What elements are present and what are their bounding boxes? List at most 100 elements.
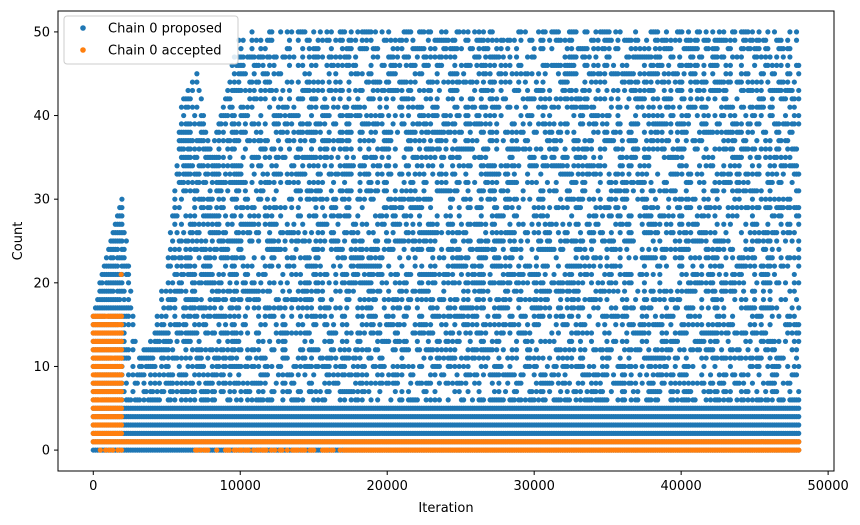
proposed-point xyxy=(229,305,235,311)
proposed-point xyxy=(161,305,167,311)
proposed-point xyxy=(375,54,381,60)
proposed-point xyxy=(489,87,495,94)
proposed-point xyxy=(491,62,498,68)
proposed-point xyxy=(297,388,304,395)
proposed-point xyxy=(200,363,207,370)
proposed-point xyxy=(535,221,542,227)
proposed-point xyxy=(207,204,213,211)
proposed-point xyxy=(507,62,513,68)
proposed-point xyxy=(551,154,557,160)
proposed-point xyxy=(187,121,193,127)
proposed-point xyxy=(300,163,306,169)
proposed-point xyxy=(205,221,211,227)
proposed-point xyxy=(189,380,196,386)
proposed-point xyxy=(262,221,268,227)
proposed-point xyxy=(527,263,533,269)
proposed-point xyxy=(308,296,315,303)
proposed-point xyxy=(544,263,551,269)
proposed-point xyxy=(518,255,524,261)
proposed-point xyxy=(544,363,551,370)
proposed-point xyxy=(491,112,498,119)
proposed-point xyxy=(516,204,522,211)
proposed-point xyxy=(434,305,440,311)
proposed-point xyxy=(216,296,222,303)
proposed-point xyxy=(341,363,348,370)
proposed-point xyxy=(227,138,233,144)
proposed-point xyxy=(271,280,277,286)
proposed-point xyxy=(392,71,398,77)
proposed-point xyxy=(542,29,548,35)
proposed-point xyxy=(159,363,165,370)
proposed-point xyxy=(500,246,506,252)
proposed-point xyxy=(185,179,191,186)
proposed-point xyxy=(280,271,286,278)
proposed-point xyxy=(165,363,171,370)
proposed-point xyxy=(430,171,436,177)
proposed-point xyxy=(527,146,533,152)
proposed-point xyxy=(198,280,204,286)
proposed-point xyxy=(227,154,233,160)
proposed-point xyxy=(500,238,506,244)
proposed-point xyxy=(405,112,412,119)
proposed-point xyxy=(390,230,396,236)
proposed-point xyxy=(238,296,244,303)
proposed-point xyxy=(286,37,293,43)
proposed-point xyxy=(275,296,282,303)
proposed-point xyxy=(507,296,513,303)
proposed-point xyxy=(408,296,414,303)
proposed-point xyxy=(516,163,522,169)
proposed-point xyxy=(256,363,262,370)
proposed-point xyxy=(273,221,279,227)
proposed-point xyxy=(227,96,233,102)
proposed-point xyxy=(542,397,548,403)
proposed-point xyxy=(181,179,187,186)
proposed-point xyxy=(121,288,127,294)
proposed-point xyxy=(161,372,167,378)
proposed-point xyxy=(454,71,460,77)
proposed-point xyxy=(238,213,244,219)
proposed-point xyxy=(306,238,312,244)
proposed-point xyxy=(242,322,248,328)
proposed-point xyxy=(253,37,260,43)
proposed-point xyxy=(152,380,158,386)
proposed-point xyxy=(498,46,504,52)
proposed-point xyxy=(244,347,251,353)
proposed-point xyxy=(258,163,264,169)
proposed-point xyxy=(185,87,191,94)
proposed-point xyxy=(244,363,251,370)
proposed-point xyxy=(238,87,244,94)
proposed-point xyxy=(480,29,487,35)
proposed-point xyxy=(518,112,524,119)
proposed-point xyxy=(163,313,169,319)
proposed-point xyxy=(509,204,515,211)
proposed-point xyxy=(216,138,222,144)
proposed-point xyxy=(386,79,392,85)
proposed-point xyxy=(103,255,110,261)
proposed-point xyxy=(533,163,539,169)
proposed-point xyxy=(472,179,478,186)
proposed-point xyxy=(192,213,198,219)
proposed-point xyxy=(187,96,193,102)
proposed-point xyxy=(238,238,244,244)
proposed-point xyxy=(432,154,438,160)
proposed-point xyxy=(172,196,178,202)
proposed-point xyxy=(297,146,304,152)
proposed-point xyxy=(313,62,319,68)
proposed-point xyxy=(264,71,271,77)
proposed-point xyxy=(269,363,275,370)
proposed-point xyxy=(547,238,553,244)
proposed-point xyxy=(289,372,295,378)
proposed-point xyxy=(218,121,224,127)
proposed-point xyxy=(465,255,471,261)
proposed-point xyxy=(458,96,465,102)
proposed-point xyxy=(324,221,330,227)
proposed-point xyxy=(432,280,438,286)
proposed-point xyxy=(344,338,350,344)
proposed-point xyxy=(529,112,535,119)
proposed-point xyxy=(513,179,520,186)
proposed-point xyxy=(410,37,416,43)
proposed-point xyxy=(456,280,462,286)
proposed-point xyxy=(205,355,211,361)
proposed-point xyxy=(286,288,293,294)
proposed-point xyxy=(233,355,240,361)
